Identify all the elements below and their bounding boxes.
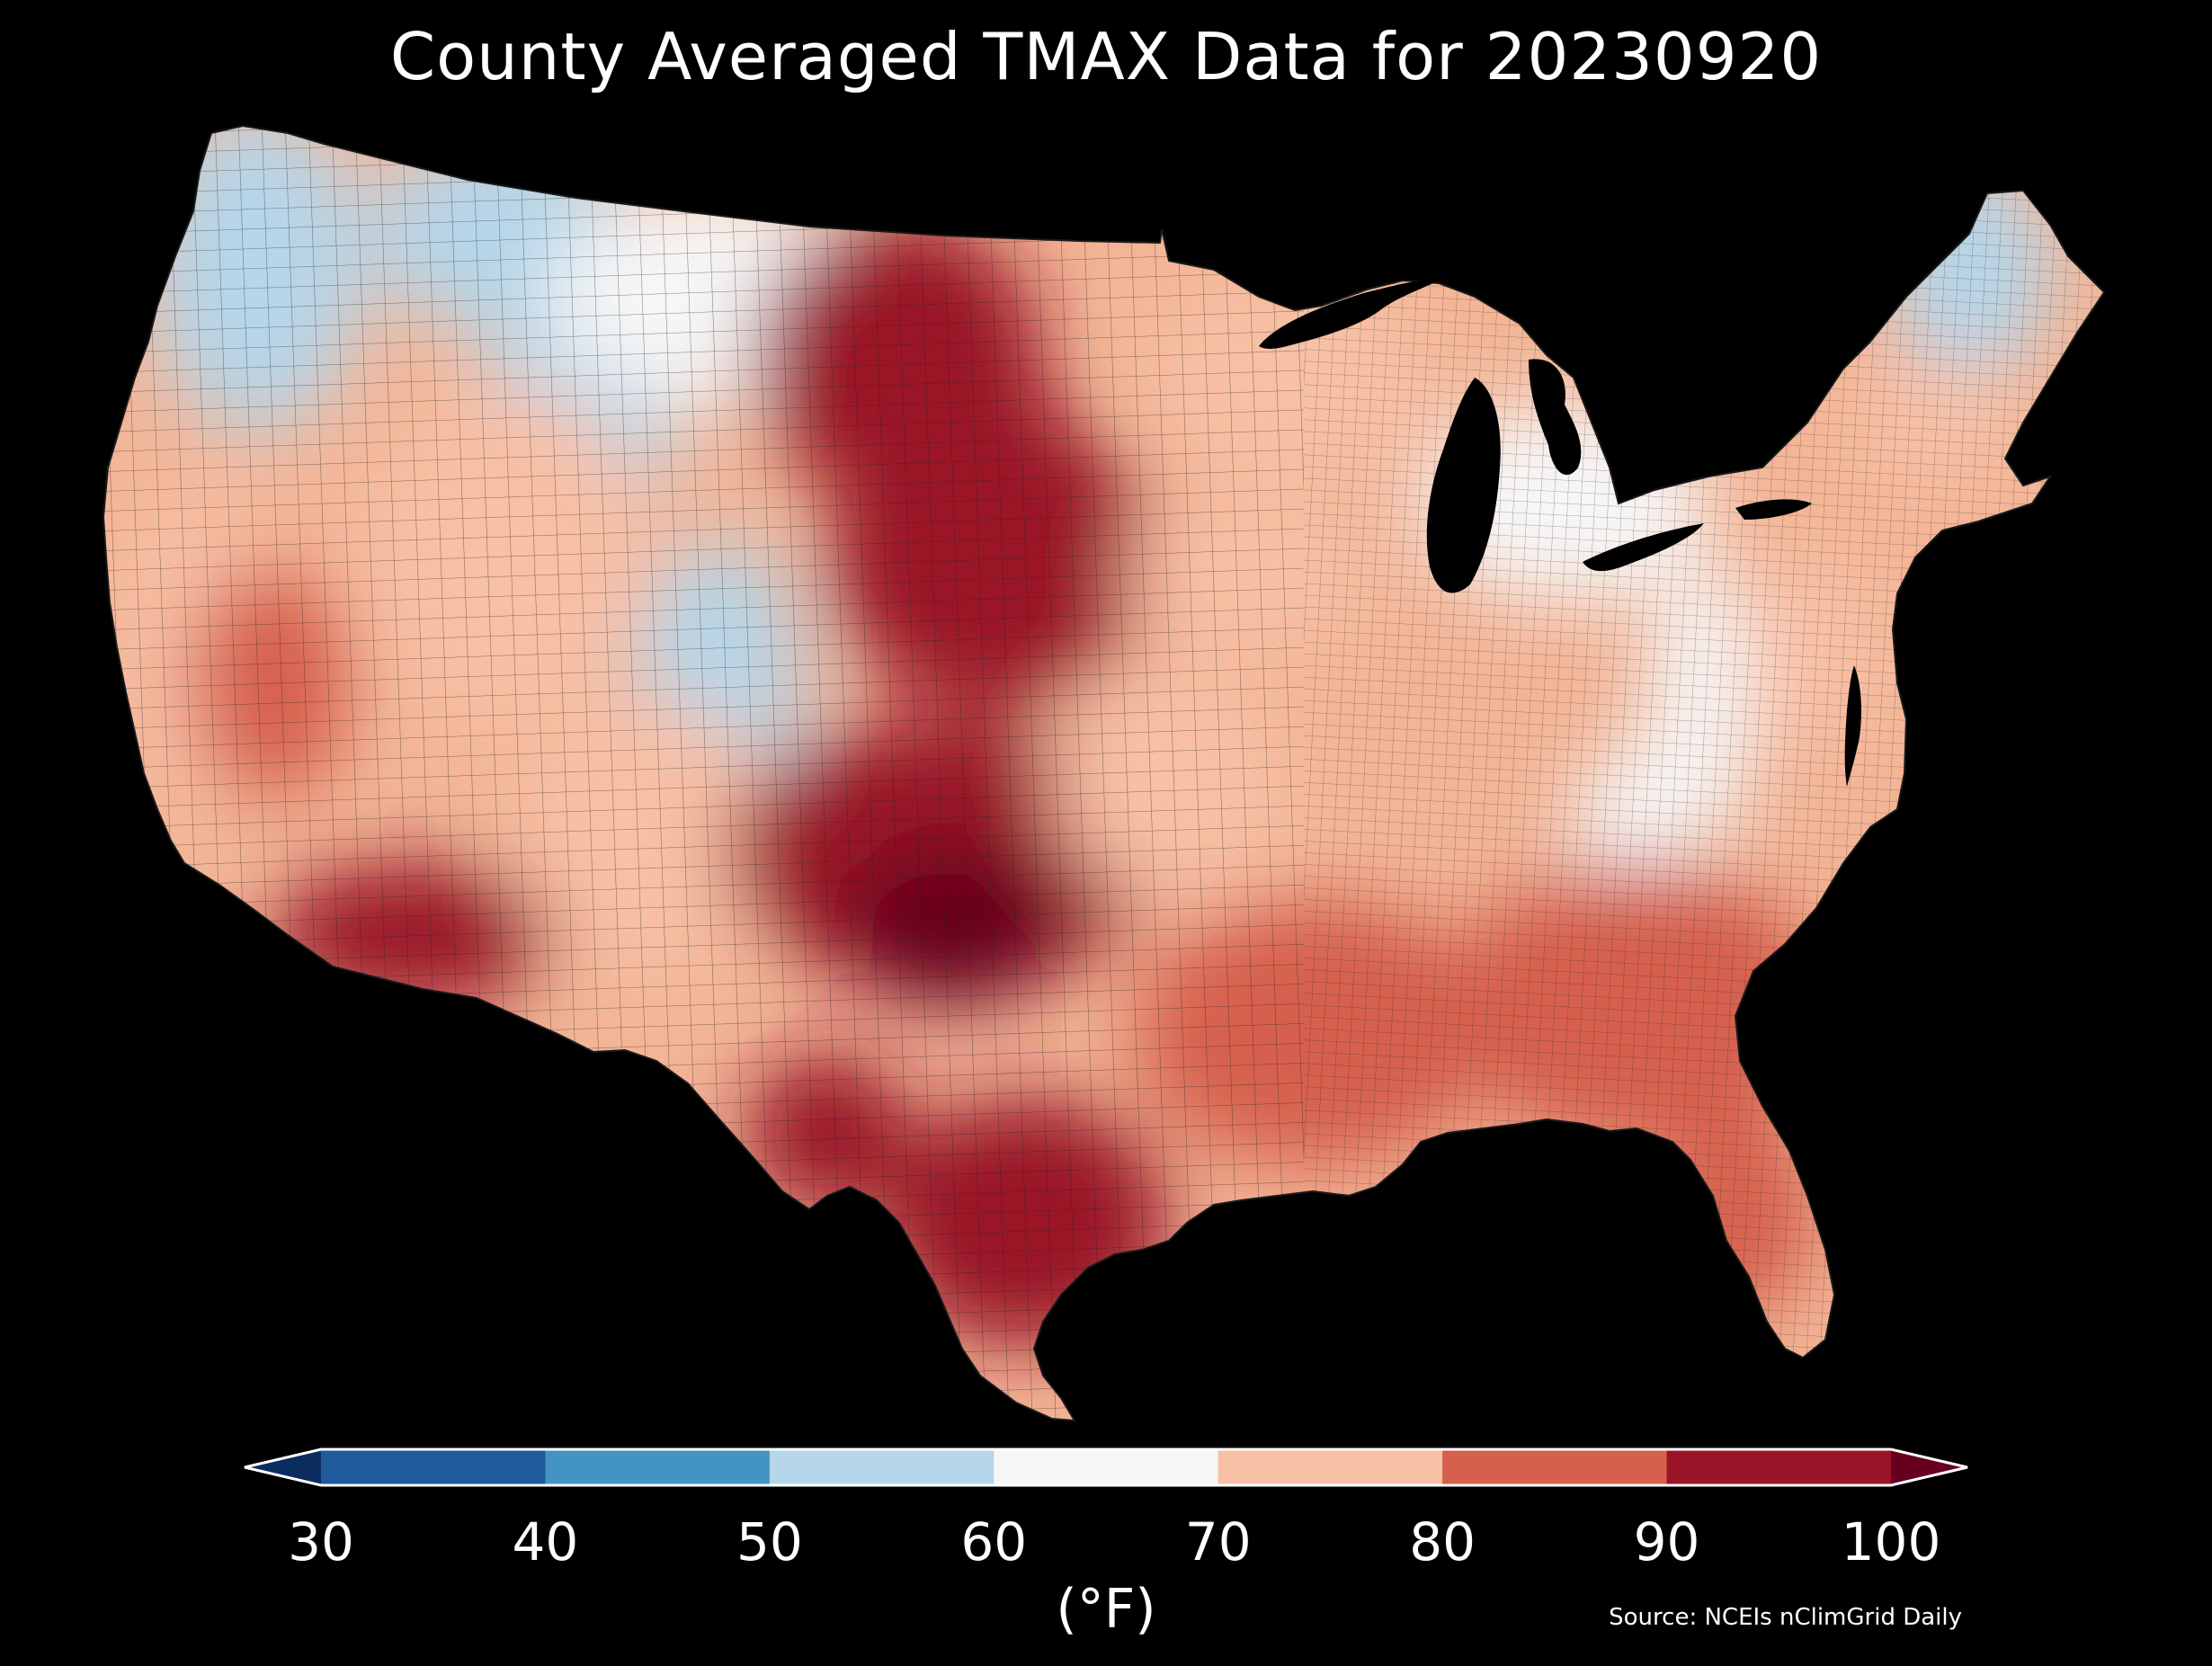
colorbar-tick-label: 60 bbox=[960, 1511, 1028, 1572]
colorbar-tick-label: 50 bbox=[736, 1511, 803, 1572]
colorbar-bin bbox=[1442, 1449, 1668, 1485]
lake-erie bbox=[1583, 523, 1704, 572]
source-credit: Source: NCEIs nClimGrid Daily bbox=[1609, 1604, 1962, 1631]
us-outline bbox=[102, 124, 2106, 1422]
colorbar-bin bbox=[1217, 1449, 1443, 1485]
colorbar-tick-label: 30 bbox=[288, 1511, 354, 1572]
colorbar-tick-label: 100 bbox=[1841, 1511, 1941, 1572]
colorbar-outline bbox=[244, 1448, 1968, 1487]
chesapeake-bay bbox=[1844, 665, 1861, 787]
colorbar-bin bbox=[321, 1449, 546, 1485]
lake-ontario bbox=[1735, 499, 1812, 520]
coastal-bays bbox=[1844, 665, 1861, 787]
colorbar-unit-label: (°F) bbox=[1056, 1578, 1156, 1641]
colorbar-bin bbox=[994, 1449, 1219, 1485]
lake-superior bbox=[1259, 280, 1439, 349]
lake-huron bbox=[1529, 359, 1582, 476]
colorbar-bin bbox=[769, 1449, 995, 1485]
colorbar-bin bbox=[1666, 1449, 1892, 1485]
colorbar-bin bbox=[545, 1449, 771, 1485]
colorbar-tick-label: 90 bbox=[1633, 1511, 1700, 1572]
lake-michigan bbox=[1426, 378, 1501, 593]
colorbar-tick-label: 70 bbox=[1184, 1511, 1252, 1572]
colorbar-over-extend bbox=[1891, 1449, 1967, 1485]
colorbar-tick-label: 80 bbox=[1409, 1511, 1476, 1572]
great-lakes bbox=[1259, 280, 1812, 593]
colorbar-tick-label: 40 bbox=[512, 1511, 579, 1572]
map-title: County Averaged TMAX Data for 20230920 bbox=[389, 19, 1823, 94]
colorbar-under-extend bbox=[245, 1449, 321, 1485]
